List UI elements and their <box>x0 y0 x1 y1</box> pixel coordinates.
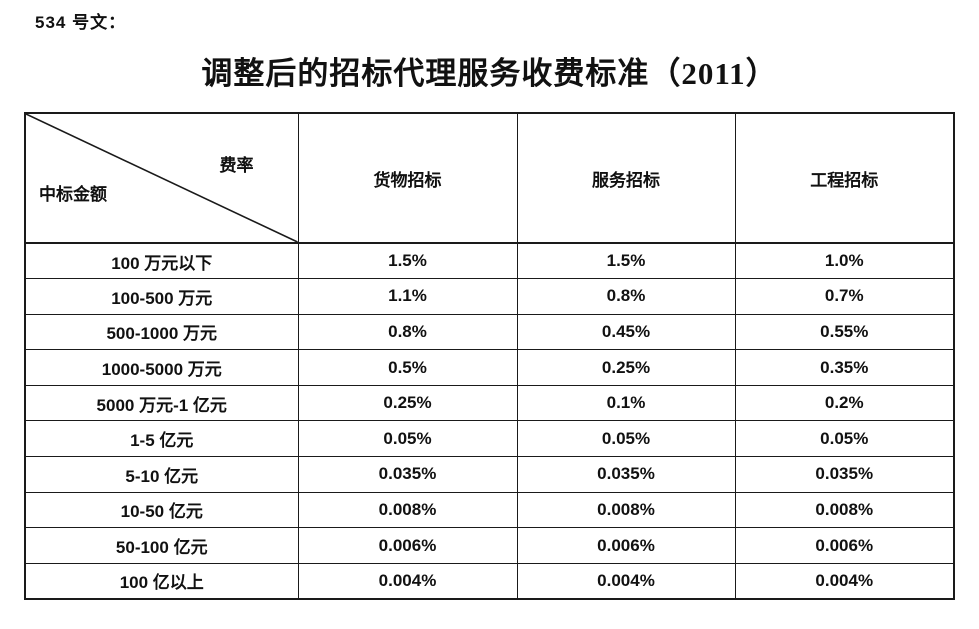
rate-cell: 0.2% <box>734 384 955 422</box>
rate-cell: 0.035% <box>734 456 955 493</box>
row-range-label: 500-1000 万元 <box>24 313 299 351</box>
table-row: 100 万元以下 1.5% 1.5% 1.0% <box>24 242 955 280</box>
rate-cell: 1.5% <box>516 242 736 280</box>
rate-cell: 0.7% <box>734 278 955 315</box>
column-header-engineering: 工程招标 <box>734 112 955 244</box>
rate-cell: 0.35% <box>734 349 955 386</box>
rate-cell: 0.05% <box>734 420 955 458</box>
rate-cell: 0.25% <box>516 349 736 386</box>
rate-cell: 1.1% <box>297 278 518 315</box>
rate-cell: 1.5% <box>297 242 518 280</box>
rate-cell: 0.55% <box>734 313 955 351</box>
table-row: 1000-5000 万元 0.5% 0.25% 0.35% <box>24 349 955 386</box>
rate-cell: 0.05% <box>297 420 518 458</box>
table-row: 100-500 万元 1.1% 0.8% 0.7% <box>24 278 955 315</box>
fee-table: 费率 中标金额 货物招标 服务招标 工程招标 100 万元以下 1.5% 1.5… <box>24 112 955 600</box>
table-row: 500-1000 万元 0.8% 0.45% 0.55% <box>24 313 955 351</box>
table-row: 5-10 亿元 0.035% 0.035% 0.035% <box>24 456 955 493</box>
row-range-label: 50-100 亿元 <box>24 527 299 564</box>
rate-cell: 0.05% <box>516 420 736 458</box>
rate-cell: 0.004% <box>297 562 518 600</box>
table-row: 5000 万元-1 亿元 0.25% 0.1% 0.2% <box>24 384 955 422</box>
rate-cell: 0.006% <box>516 527 736 564</box>
rate-cell: 0.8% <box>297 313 518 351</box>
table-row: 50-100 亿元 0.006% 0.006% 0.006% <box>24 527 955 564</box>
column-header-goods: 货物招标 <box>297 112 518 244</box>
rate-cell: 0.45% <box>516 313 736 351</box>
rate-cell: 0.5% <box>297 349 518 386</box>
rate-cell: 0.8% <box>516 278 736 315</box>
corner-header-cell: 费率 中标金额 <box>24 112 299 244</box>
rate-cell: 1.0% <box>734 242 955 280</box>
corner-label-fee-rate: 费率 <box>219 156 254 175</box>
rate-cell: 0.035% <box>516 456 736 493</box>
row-range-label: 1-5 亿元 <box>24 420 299 458</box>
row-range-label: 5000 万元-1 亿元 <box>24 384 299 422</box>
page-title: 调整后的招标代理服务收费标准（2011） <box>201 56 778 91</box>
corner-label-bid-amount: 中标金额 <box>39 185 107 204</box>
rate-cell: 0.008% <box>516 491 736 529</box>
column-header-services: 服务招标 <box>516 112 736 244</box>
rate-cell: 0.006% <box>734 527 955 564</box>
rate-cell: 0.25% <box>297 384 518 422</box>
row-range-label: 100 亿以上 <box>24 562 299 600</box>
rate-cell: 0.004% <box>516 562 736 600</box>
row-range-label: 100 万元以下 <box>24 242 299 280</box>
row-range-label: 5-10 亿元 <box>24 456 299 493</box>
row-range-label: 1000-5000 万元 <box>24 349 299 386</box>
rate-cell: 0.008% <box>734 491 955 529</box>
doc-number-label: 534 号文： <box>35 13 127 32</box>
table-row: 1-5 亿元 0.05% 0.05% 0.05% <box>24 420 955 458</box>
rate-cell: 0.004% <box>734 562 955 600</box>
rate-cell: 0.006% <box>297 527 518 564</box>
diagonal-divider-line <box>26 114 298 242</box>
rate-cell: 0.008% <box>297 491 518 529</box>
table-row: 10-50 亿元 0.008% 0.008% 0.008% <box>24 491 955 529</box>
rate-cell: 0.035% <box>297 456 518 493</box>
row-range-label: 10-50 亿元 <box>24 491 299 529</box>
rate-cell: 0.1% <box>516 384 736 422</box>
row-range-label: 100-500 万元 <box>24 278 299 315</box>
table-row: 100 亿以上 0.004% 0.004% 0.004% <box>24 562 955 600</box>
table-header-row: 费率 中标金额 货物招标 服务招标 工程招标 <box>24 112 955 244</box>
